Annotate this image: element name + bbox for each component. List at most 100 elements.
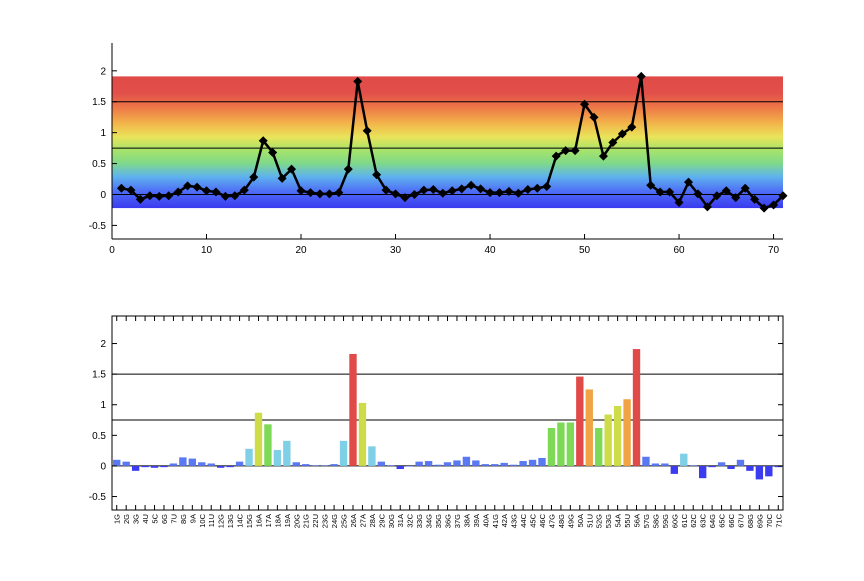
x-tick-label: 4U (141, 514, 150, 524)
bar (547, 427, 556, 466)
x-tick-label: 38A (462, 514, 471, 527)
data-point (173, 187, 183, 197)
bar (311, 465, 319, 466)
x-tick-label: 60G (670, 514, 679, 528)
data-point (523, 185, 533, 195)
bar (226, 465, 234, 468)
bar (283, 440, 291, 466)
bar (387, 465, 395, 466)
x-tick-label: 11U (207, 514, 216, 527)
data-point (759, 203, 769, 213)
data-point (750, 194, 760, 204)
bar (519, 461, 527, 466)
x-tick-label: 71C (774, 513, 783, 527)
data-point (683, 177, 693, 187)
data-point (400, 193, 410, 203)
bar (434, 464, 442, 466)
x-tick-label: 3G (132, 514, 141, 524)
data-point (126, 185, 136, 195)
x-tick-label: 2G (122, 514, 131, 524)
data-point (702, 202, 712, 212)
bar (443, 462, 452, 466)
data-point (731, 193, 741, 203)
data-point (693, 189, 703, 199)
bar (207, 463, 215, 466)
data-point (353, 76, 363, 86)
data-point (135, 194, 145, 204)
data-point (192, 182, 202, 192)
x-tick-label: 18A (273, 514, 282, 527)
data-point (202, 186, 212, 196)
data-point (561, 146, 571, 156)
data-point (239, 185, 249, 195)
y-tick-label-2: 0.5 (92, 159, 106, 170)
x-tick-label: 6G (160, 514, 169, 524)
data-point (551, 151, 561, 161)
data-point (428, 185, 438, 195)
data-point (343, 164, 353, 174)
data-point (778, 191, 788, 201)
data-point (419, 185, 429, 195)
y-tick-label-2: 0.5 (92, 431, 106, 442)
bar (377, 461, 386, 466)
x-tick-label: 30G (387, 514, 396, 528)
data-point (570, 146, 580, 156)
x-tick-label: 36G (444, 514, 453, 528)
bar (717, 462, 726, 466)
data-point (485, 188, 495, 198)
bar (245, 448, 253, 466)
data-point (627, 122, 637, 132)
x-tick-label: 53G (604, 514, 613, 528)
bar (632, 349, 641, 466)
data-point (116, 183, 126, 193)
bar (188, 458, 197, 466)
x-tick-label: 1G (113, 514, 122, 524)
x-tick-label: 35G (434, 514, 443, 528)
x-tick-label: 5C (151, 513, 160, 523)
x-tick-label: 66C (727, 513, 736, 527)
x-tick-label: 52G (595, 514, 604, 528)
y-tick-label-5: 2 (100, 339, 106, 350)
data-point (409, 189, 419, 199)
bar (698, 465, 707, 479)
x-tick-label: 65C (718, 513, 727, 527)
data-point (542, 181, 552, 191)
bar (708, 465, 716, 468)
x-tick-label: 29C (377, 513, 386, 527)
x-tick-label: 59G (661, 514, 670, 528)
bar (746, 465, 754, 471)
bar (150, 465, 159, 468)
x-tick-label: 64G (708, 514, 717, 528)
y-tick-label-0: -0.5 (89, 221, 107, 232)
y-tick-label-1: 0 (100, 461, 106, 472)
data-point (230, 191, 240, 201)
data-point (655, 187, 665, 197)
data-point (296, 186, 306, 196)
data-point (334, 188, 344, 198)
x-tick-label: 10C (198, 513, 207, 527)
x-tick-label: 68G (746, 514, 755, 528)
data-point (145, 191, 155, 201)
bar (292, 462, 300, 466)
x-tick-label: 67U (736, 514, 745, 528)
x-tick-label-2: 20 (295, 245, 307, 256)
data-point (391, 189, 401, 199)
line-chart: 0 10 20 30 40 50 60 70 -0.5 0 0.5 1 1.5 2 (89, 43, 788, 256)
x-tick-label: 63C (699, 513, 708, 527)
data-point (598, 151, 608, 161)
x-tick-label: 39A (472, 514, 481, 527)
bar (670, 465, 679, 474)
bar (566, 422, 575, 466)
bar (273, 450, 282, 466)
bar (358, 402, 367, 466)
x-tick-label: 55U (623, 514, 632, 528)
bar (462, 456, 471, 466)
bar (661, 463, 669, 466)
x-tick-label: 8G (179, 514, 188, 524)
x-tick-label-1: 10 (201, 245, 213, 256)
data-point (466, 180, 476, 190)
data-point (249, 172, 259, 182)
data-point (494, 188, 504, 198)
x-tick-label: 48G (557, 514, 566, 528)
